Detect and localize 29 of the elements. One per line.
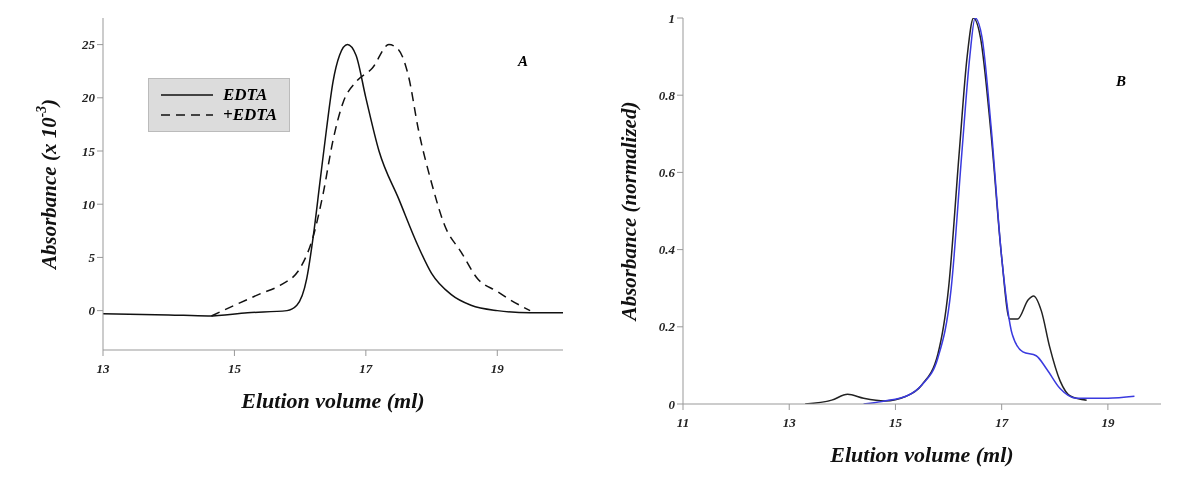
x-tick-label: 19 (490, 361, 505, 377)
x-tick-label: 17 (359, 361, 373, 377)
y-tick-label: 0.2 (658, 319, 676, 335)
legend-label: +EDTA (223, 105, 278, 125)
legend-label: EDTA (223, 85, 268, 105)
line-series (103, 43, 563, 317)
x-tick-label: 11 (676, 415, 690, 431)
y-tick-label: 0 (88, 303, 96, 319)
y-tick-label: 15 (82, 143, 96, 159)
y-tick-label: 0.4 (658, 242, 676, 258)
x-tick-label: 17 (995, 415, 1009, 431)
x-tick-label: 13 (782, 415, 797, 431)
x-axis-title: Elution volume (ml) (829, 442, 1014, 467)
y-tick-label: 0.6 (658, 165, 676, 181)
y-axis-title: Absorbance (normalized) (617, 101, 641, 323)
x-tick-label: 15 (227, 361, 242, 377)
annotation: A (517, 53, 528, 70)
y-tick-label: 20 (81, 90, 96, 106)
annotation: B (1115, 73, 1126, 90)
y-tick-label: 0.8 (658, 87, 676, 103)
x-tick-label: 19 (1101, 415, 1115, 431)
y-tick-label: 1 (668, 10, 675, 26)
x-axis-title: Elution volume (ml) (240, 388, 425, 413)
y-tick-label: 0 (668, 396, 676, 412)
y-tick-label: 25 (81, 37, 96, 53)
x-tick-label: 15 (888, 415, 903, 431)
y-tick-label: 10 (82, 196, 96, 212)
x-tick-label: 13 (96, 361, 110, 377)
y-tick-label: 5 (88, 250, 96, 266)
